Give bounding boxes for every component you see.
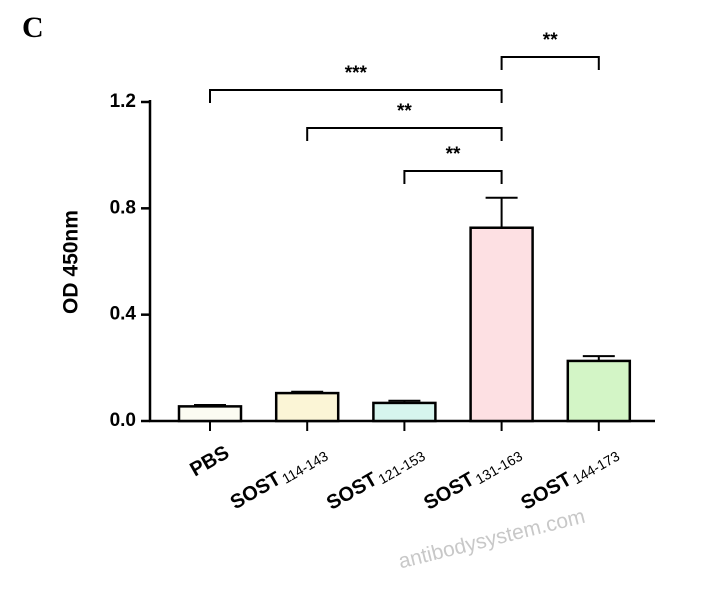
x-tick-label-sub: 114-143 xyxy=(279,447,331,486)
x-tick-label-sub: 131-163 xyxy=(472,447,525,487)
watermark: antibodysystem.com xyxy=(396,505,587,574)
significance-bracket xyxy=(209,89,503,103)
y-tick-label: 0.0 xyxy=(110,410,136,431)
significance-bracket xyxy=(306,127,503,141)
panel-label: C xyxy=(22,11,44,44)
x-tick-label-main: SOST xyxy=(420,469,478,515)
significance-label: *** xyxy=(345,63,368,84)
x-tick-label: SOST144-173 xyxy=(518,442,623,515)
y-tick-label: 1.2 xyxy=(110,91,136,112)
significance-bracket xyxy=(403,170,503,184)
bar xyxy=(469,226,534,423)
significance-label: ** xyxy=(543,30,558,51)
x-tick-label: PBS xyxy=(187,442,234,482)
x-tick-label: SOST131-163 xyxy=(420,442,525,515)
x-tick-label: SOST121-153 xyxy=(323,442,428,515)
bar xyxy=(274,391,340,423)
significance-bracket xyxy=(500,56,600,70)
x-tick-label: SOST114-143 xyxy=(227,442,331,515)
y-tick-label: 0.4 xyxy=(110,304,137,325)
bar xyxy=(566,359,632,423)
bar xyxy=(177,405,243,423)
significance-label: ** xyxy=(397,101,412,122)
y-axis-title: OD 450nm xyxy=(60,210,83,314)
bar xyxy=(372,401,437,423)
significance-label: ** xyxy=(446,144,461,165)
x-tick-label-sub: 144-173 xyxy=(570,447,623,487)
x-tick-label-main: PBS xyxy=(187,442,234,482)
y-tick-label: 0.8 xyxy=(110,197,136,218)
x-tick-label-main: SOST xyxy=(323,469,381,515)
x-tick-label-sub: 121-153 xyxy=(375,447,428,487)
x-tick-label-main: SOST xyxy=(227,468,285,514)
